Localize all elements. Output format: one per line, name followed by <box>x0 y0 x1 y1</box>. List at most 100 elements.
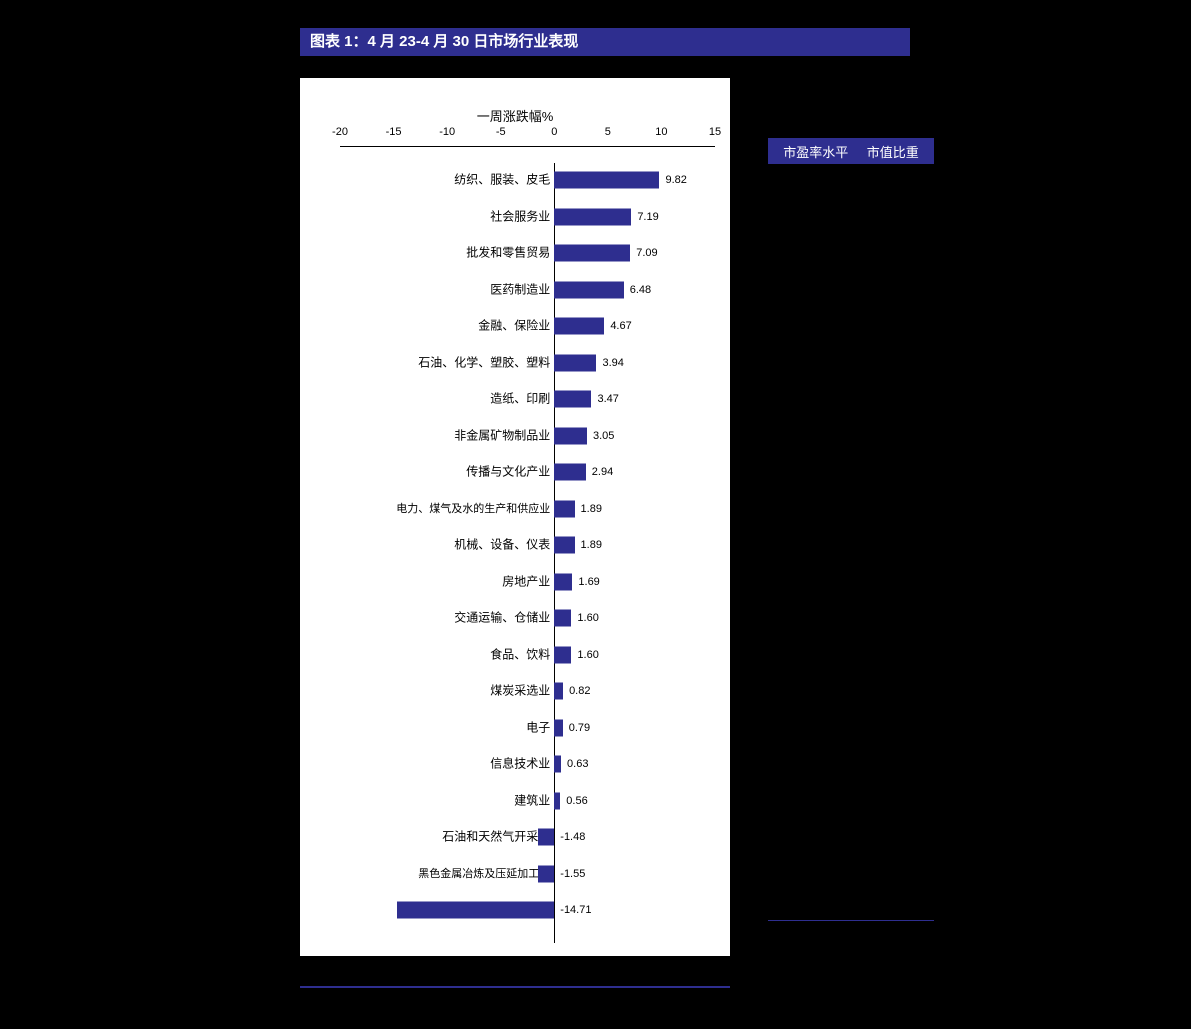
value-label: 0.63 <box>567 758 588 770</box>
chart-row: 造纸、印刷 3.47 <box>300 387 730 411</box>
chart-row: 传播与文化产业 2.94 <box>300 460 730 484</box>
value-label: 2.94 <box>592 466 613 478</box>
bar <box>554 792 560 809</box>
value-label: 3.05 <box>593 430 614 442</box>
chart-title: 一周涨跌幅% <box>300 106 730 125</box>
chart-row: 建筑业 0.56 <box>300 789 730 813</box>
bar <box>554 354 596 371</box>
value-label: 3.94 <box>603 357 624 369</box>
legend-col1: 市盈率水平 <box>783 142 848 161</box>
chart-row: 有色金属冶炼及压延加工业-14.71 <box>300 898 730 922</box>
category-label: 社会服务业 <box>300 210 550 223</box>
legend-box: 市盈率水平 市值比重 <box>768 138 934 164</box>
category-label: 交通运输、仓储业 <box>300 611 550 624</box>
chart-row: 信息技术业 0.63 <box>300 752 730 776</box>
category-label: 医药制造业 <box>300 283 550 296</box>
value-label: -1.48 <box>560 831 585 843</box>
chart-row: 煤炭采选业 0.82 <box>300 679 730 703</box>
chart-row: 交通运输、仓储业 1.60 <box>300 606 730 630</box>
chart-row: 石油和天然气开采业 -1.48 <box>300 825 730 849</box>
bar <box>554 683 563 700</box>
category-label: 传播与文化产业 <box>300 465 550 478</box>
value-label: 0.56 <box>566 795 587 807</box>
bar <box>554 537 574 554</box>
category-label: 食品、饮料 <box>300 648 550 661</box>
chart-row: 金融、保险业 4.67 <box>300 314 730 338</box>
value-label: 1.69 <box>578 576 599 588</box>
value-label: 3.47 <box>597 393 618 405</box>
value-label: 7.19 <box>637 211 658 223</box>
category-label: 信息技术业 <box>300 757 550 770</box>
bar <box>554 646 571 663</box>
x-tick-label: 0 <box>551 126 557 138</box>
bar <box>554 464 586 481</box>
x-tick-label: 5 <box>605 126 611 138</box>
bar <box>554 756 561 773</box>
category-label: 石油和天然气开采业 <box>300 830 550 843</box>
category-label: 金融、保险业 <box>300 319 550 332</box>
category-label: 建筑业 <box>300 794 550 807</box>
bar <box>538 829 554 846</box>
value-label: 1.89 <box>581 503 602 515</box>
chart-panel: 一周涨跌幅% -20 -15 -10 -5 0 5 10 15 纺织、服装、皮毛 9.82 社会服… <box>300 78 730 956</box>
category-label: 石油、化学、塑胶、塑料 <box>300 356 550 369</box>
plot-area: 纺织、服装、皮毛 9.82 社会服务业 7.19 批发和零售贸易 7.09 医药制造业 6.4… <box>300 163 730 943</box>
category-label: 黑色金属冶炼及压延加工业 <box>300 867 550 879</box>
category-label: 非金属矿物制品业 <box>300 429 550 442</box>
value-label: -14.71 <box>560 904 591 916</box>
value-label: 7.09 <box>636 247 657 259</box>
x-axis: -20 -15 -10 -5 0 5 10 15 <box>300 126 730 146</box>
bar <box>397 902 555 919</box>
bar <box>554 172 659 189</box>
chart-row: 机械、设备、仪表 1.89 <box>300 533 730 557</box>
x-axis-line <box>340 146 715 147</box>
bar <box>554 245 630 262</box>
category-label: 造纸、印刷 <box>300 392 550 405</box>
chart-row: 医药制造业 6.48 <box>300 278 730 302</box>
chart-row: 社会服务业 7.19 <box>300 205 730 229</box>
bar <box>554 281 623 298</box>
value-label: 1.60 <box>577 649 598 661</box>
bar <box>554 208 631 225</box>
category-label: 电子 <box>300 721 550 734</box>
category-label: 批发和零售贸易 <box>300 246 550 259</box>
x-tick-label: -20 <box>332 126 348 138</box>
value-label: -1.55 <box>560 868 585 880</box>
bar <box>554 500 574 517</box>
chart-row: 纺织、服装、皮毛 9.82 <box>300 168 730 192</box>
bar <box>554 610 571 627</box>
chart-row: 电力、煤气及水的生产和供应业 1.89 <box>300 497 730 521</box>
value-label: 1.89 <box>581 539 602 551</box>
bar <box>554 427 587 444</box>
chart-header-bar: 图表 1：4 月 23-4 月 30 日市场行业表现 <box>300 28 910 56</box>
value-label: 4.67 <box>610 320 631 332</box>
chart-row: 非金属矿物制品业 3.05 <box>300 424 730 448</box>
chart-row: 石油、化学、塑胶、塑料 3.94 <box>300 351 730 375</box>
value-label: 1.60 <box>577 612 598 624</box>
chart-row: 房地产业 1.69 <box>300 570 730 594</box>
category-label: 电力、煤气及水的生产和供应业 <box>300 502 550 514</box>
chart-row: 批发和零售贸易 7.09 <box>300 241 730 265</box>
x-tick-label: 10 <box>655 126 667 138</box>
bar <box>554 573 572 590</box>
category-label: 煤炭采选业 <box>300 684 550 697</box>
x-tick-label: 15 <box>709 126 721 138</box>
value-label: 9.82 <box>666 174 687 186</box>
value-label: 6.48 <box>630 284 651 296</box>
bar <box>538 865 555 882</box>
header-title: 图表 1：4 月 23-4 月 30 日市场行业表现 <box>310 33 578 50</box>
chart-row: 食品、饮料 1.60 <box>300 643 730 667</box>
legend-col2: 市值比重 <box>867 142 919 161</box>
x-tick-label: -10 <box>439 126 455 138</box>
bar <box>554 391 591 408</box>
bar <box>554 318 604 335</box>
category-label: 房地产业 <box>300 575 550 588</box>
category-label: 纺织、服装、皮毛 <box>300 173 550 186</box>
value-label: 0.82 <box>569 685 590 697</box>
category-label: 机械、设备、仪表 <box>300 538 550 551</box>
value-label: 0.79 <box>569 722 590 734</box>
x-tick-label: -5 <box>496 126 506 138</box>
chart-row: 电子 0.79 <box>300 716 730 740</box>
bar <box>554 719 562 736</box>
x-tick-label: -15 <box>386 126 402 138</box>
